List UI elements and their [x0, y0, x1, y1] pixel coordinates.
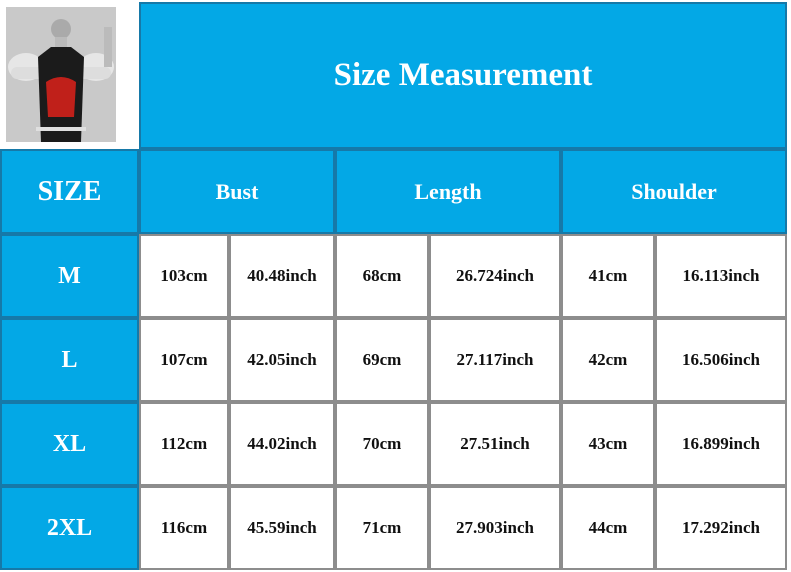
- header-size: SIZE: [0, 149, 139, 234]
- cell-shoulder-cm: 41cm: [561, 234, 655, 318]
- cell-bust-in: 45.59inch: [229, 486, 335, 570]
- size-label: 2XL: [0, 486, 139, 570]
- size-label: M: [0, 234, 139, 318]
- cell-shoulder-in: 17.292inch: [655, 486, 787, 570]
- cell-shoulder-in: 16.113inch: [655, 234, 787, 318]
- cell-shoulder-cm: 42cm: [561, 318, 655, 402]
- cell-bust-in: 44.02inch: [229, 402, 335, 486]
- cell-bust-in: 42.05inch: [229, 318, 335, 402]
- cell-length-cm: 71cm: [335, 486, 429, 570]
- cell-length-cm: 70cm: [335, 402, 429, 486]
- cell-length-in: 26.724inch: [429, 234, 561, 318]
- cell-shoulder-cm: 43cm: [561, 402, 655, 486]
- model-photo: [6, 7, 116, 142]
- cell-shoulder-in: 16.899inch: [655, 402, 787, 486]
- cell-bust-cm: 112cm: [139, 402, 229, 486]
- cell-bust-cm: 103cm: [139, 234, 229, 318]
- header-length: Length: [335, 149, 561, 234]
- cell-length-cm: 69cm: [335, 318, 429, 402]
- cell-shoulder-in: 16.506inch: [655, 318, 787, 402]
- header-bust: Bust: [139, 149, 335, 234]
- cell-bust-cm: 107cm: [139, 318, 229, 402]
- header-shoulder: Shoulder: [561, 149, 787, 234]
- page-title: Size Measurement: [139, 2, 787, 149]
- cell-bust-in: 40.48inch: [229, 234, 335, 318]
- cell-length-cm: 68cm: [335, 234, 429, 318]
- cell-length-in: 27.51inch: [429, 402, 561, 486]
- cell-length-in: 27.903inch: [429, 486, 561, 570]
- cell-shoulder-cm: 44cm: [561, 486, 655, 570]
- cell-bust-cm: 116cm: [139, 486, 229, 570]
- size-label: L: [0, 318, 139, 402]
- cell-length-in: 27.117inch: [429, 318, 561, 402]
- size-label: XL: [0, 402, 139, 486]
